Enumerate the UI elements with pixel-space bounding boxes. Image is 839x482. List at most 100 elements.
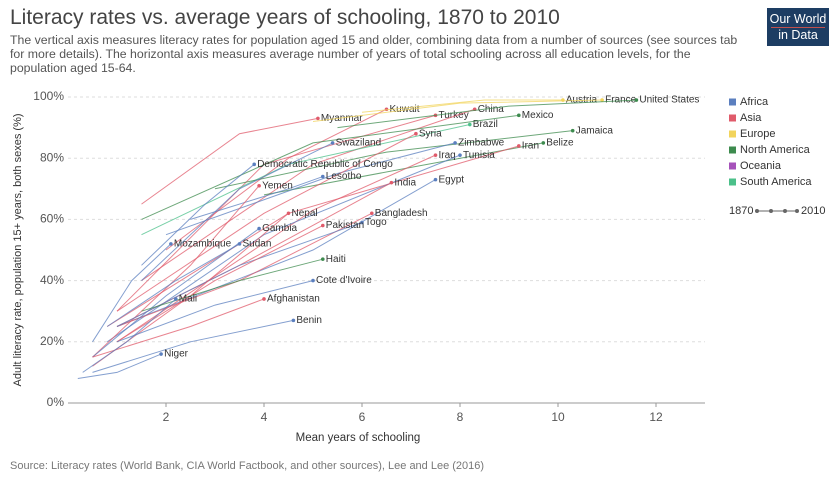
x-tick-label: 10 [551, 410, 565, 424]
country-label: Afghanistan [267, 294, 320, 305]
y-tick-label: 20% [40, 334, 64, 348]
country-end-point [433, 177, 438, 182]
x-tick-label: 6 [359, 410, 366, 424]
y-tick-label: 100% [33, 89, 64, 103]
country-end-point [321, 174, 325, 179]
country-label: China [478, 104, 505, 115]
country-end-point [169, 242, 173, 246]
x-axis-label: Mean years of schooling [296, 432, 421, 444]
country-line [361, 99, 563, 113]
timeline-dot [769, 209, 773, 213]
country-end-point [321, 223, 325, 228]
country-label: Brazil [473, 119, 498, 130]
country-label: Democratic Republic of Congo [257, 159, 393, 170]
country-line [190, 176, 323, 220]
chart-title: Literacy rates vs. average years of scho… [10, 6, 560, 29]
country-end-point [257, 226, 261, 231]
country-line [312, 99, 603, 122]
timeline-dot [795, 209, 799, 213]
country-line [214, 130, 573, 190]
country-label: Nepal [292, 208, 318, 219]
country-line [116, 280, 314, 343]
country-label: Mozambique [174, 239, 232, 250]
country-label: United States [639, 95, 699, 106]
country-line [92, 298, 265, 358]
country-label: Mexico [522, 110, 554, 121]
country-label: Sudan [243, 239, 272, 250]
country-line [141, 163, 255, 266]
country-line [263, 142, 544, 196]
country-label: Myanmar [321, 113, 363, 124]
country-end-point [291, 318, 296, 323]
legend-swatch [729, 146, 736, 154]
country-end-point [389, 180, 394, 185]
country-line [92, 185, 260, 358]
legend-label: North America [740, 144, 811, 156]
country-line [337, 99, 637, 129]
country-line [92, 319, 294, 373]
country-end-point [360, 220, 364, 225]
country-end-point [517, 144, 521, 148]
country-label: Swaziland [336, 138, 382, 149]
logo[interactable]: Our World in Data [767, 8, 829, 46]
country-end-point [262, 297, 266, 301]
legend-swatch [729, 130, 736, 138]
legend-label: South America [740, 176, 812, 188]
chart-subtitle: The vertical axis measures literacy rate… [10, 33, 738, 75]
timeline-dot [755, 209, 759, 213]
country-label: Iran [522, 141, 539, 152]
country-line [141, 117, 318, 205]
country-line [82, 298, 177, 373]
logo-line: in Data [771, 27, 825, 43]
country-end-point [237, 242, 242, 246]
country-label: Turkey [439, 110, 469, 121]
timeline-dot [783, 209, 787, 213]
country-label: Tunisia [463, 150, 495, 161]
timeline-end: 2010 [801, 205, 825, 217]
country-end-point [433, 153, 438, 157]
country-line [106, 243, 240, 327]
country-label: Bangladesh [375, 208, 428, 219]
logo-line: Our World [769, 12, 827, 26]
x-tick-label: 12 [649, 410, 663, 424]
country-label: Belize [546, 138, 574, 149]
country-label: Benin [296, 315, 322, 326]
source: Source: Literacy rates (World Bank, CIA … [10, 460, 484, 472]
country-label: Zimbabwe [458, 138, 505, 149]
country-end-point [159, 352, 163, 356]
country-end-point [174, 297, 178, 301]
country-label: Jamaica [576, 125, 614, 136]
country-label: Syria [419, 128, 442, 139]
country-line [141, 142, 333, 281]
country-label: Iraq [439, 150, 456, 161]
country-end-point [252, 162, 256, 167]
legend-swatch [729, 114, 736, 122]
country-end-point [311, 278, 315, 283]
legend-swatch [729, 98, 736, 106]
country-label: Lesotho [326, 171, 362, 182]
country-label: Gambia [262, 223, 297, 234]
country-label: Mali [179, 294, 197, 305]
country-end-point [316, 116, 320, 121]
country-end-point [414, 131, 418, 136]
timeline-start: 1870 [729, 205, 753, 217]
y-axis-label: Adult literacy rate, population 15+ year… [12, 113, 24, 386]
country-label: France [605, 95, 637, 106]
country-line [141, 108, 475, 282]
country-end-point [570, 128, 575, 133]
country-end-point [257, 183, 261, 188]
legend-label: Oceania [740, 160, 782, 172]
country-label: Egypt [439, 174, 465, 185]
country-label: Pakistan [326, 220, 364, 231]
country-label: Yemen [262, 180, 293, 191]
legend-swatch [729, 178, 736, 186]
country-end-point [541, 141, 546, 145]
country-end-point [517, 113, 521, 118]
legend-label: Asia [740, 112, 762, 124]
country-label: Haiti [326, 254, 346, 265]
y-tick-label: 60% [40, 212, 64, 226]
country-label: India [394, 177, 416, 188]
country-line [77, 353, 162, 380]
country-label: Kuwait [390, 104, 420, 115]
